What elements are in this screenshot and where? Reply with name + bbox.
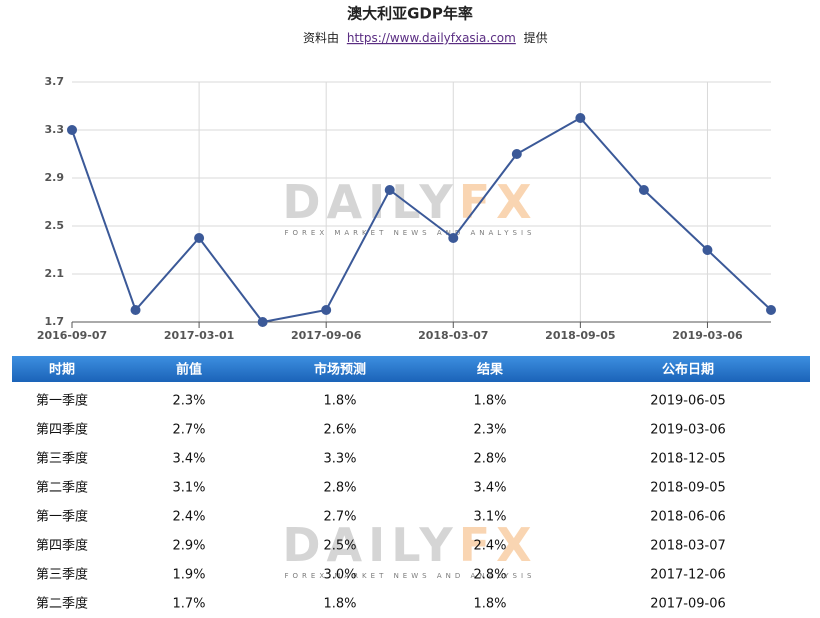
point: [511, 149, 522, 159]
cell: 3.1%: [473, 510, 506, 525]
watermark-right: FX: [459, 518, 538, 572]
x-tick-label: 2019-03-06: [672, 329, 743, 342]
cell: 1.9%: [172, 568, 205, 583]
header-cell: 市场预测: [314, 362, 366, 378]
cell: 2.5%: [323, 539, 356, 554]
cell: 第一季度: [36, 393, 88, 409]
point: [321, 305, 332, 315]
x-tick-label: 2018-09-05: [545, 329, 615, 342]
y-tick-label: 2.9: [45, 171, 65, 184]
header-cell: 时期: [49, 362, 75, 378]
y-tick-label: 3.7: [45, 75, 65, 88]
cell: 2.8%: [323, 481, 356, 496]
watermark-tagline: FOREX MARKET NEWS AND ANALYSIS: [285, 229, 536, 237]
cell: 2.6%: [323, 423, 356, 438]
cell: 2.3%: [172, 394, 205, 409]
cell: 1.8%: [323, 597, 356, 612]
cell: 2.8%: [473, 452, 506, 467]
header-cell: 前值: [176, 362, 202, 378]
point: [702, 245, 713, 255]
point: [67, 125, 77, 135]
cell: 2019-06-05: [650, 394, 726, 409]
x-tick-label: 2016-09-07: [37, 329, 107, 342]
cell: 第一季度: [36, 509, 88, 525]
watermark-tagline: FOREX MARKET NEWS AND ANALYSIS: [285, 572, 536, 580]
cell: 1.8%: [323, 394, 356, 409]
cell: 3.4%: [172, 452, 205, 467]
chart-title: 澳大利亚GDP年率: [347, 5, 473, 23]
cell: 第二季度: [36, 480, 88, 496]
point: [638, 185, 649, 195]
table-header-bg: [12, 356, 810, 382]
source-link[interactable]: https://www.dailyfxasia.com: [347, 31, 516, 45]
y-tick-label: 1.7: [45, 315, 65, 328]
cell: 2.9%: [172, 539, 205, 554]
cell: 2.7%: [323, 510, 356, 525]
x-tick-label: 2017-09-06: [291, 329, 362, 342]
cell: 3.3%: [323, 452, 356, 467]
cell: 2.7%: [172, 423, 205, 438]
cell: 1.8%: [473, 394, 506, 409]
cell: 2019-03-06: [650, 423, 726, 438]
cell: 2.3%: [473, 423, 506, 438]
plot: 1.7 2.1 2.5 2.9 3.3 3.7 2016-09-07 2017-03-01 20…: [37, 75, 776, 580]
cell: 2017-09-06: [650, 597, 726, 612]
source: 资料由 https://www.dailyfxasia.com 提供: [303, 30, 548, 45]
source-prefix: 资料由: [303, 31, 339, 45]
watermark-left: DAILY: [282, 175, 458, 229]
point: [766, 305, 776, 315]
cell: 2.4%: [473, 539, 506, 554]
cell: 2018-12-05: [650, 452, 726, 467]
cell: 2018-09-05: [650, 481, 726, 496]
cell: 3.1%: [172, 481, 205, 496]
watermark: DAILYFX: [282, 175, 537, 229]
header-cell: 公布日期: [662, 362, 714, 378]
x-tick-label: 2017-03-01: [164, 329, 234, 342]
line: [71, 116, 772, 324]
cell: 第二季度: [36, 596, 88, 612]
cell: 1.7%: [172, 597, 205, 612]
cell: 2.8%: [473, 568, 506, 583]
point: [448, 233, 459, 243]
point: [194, 233, 205, 243]
cell: 2.4%: [172, 510, 205, 525]
cell: 1.8%: [473, 597, 506, 612]
point: [130, 305, 141, 315]
x-tick-label: 2018-03-07: [418, 329, 488, 342]
point: [257, 317, 268, 327]
cell: 第三季度: [36, 567, 88, 583]
cell: 2018-06-06: [650, 510, 726, 525]
watermark-left: DAILY: [282, 518, 458, 572]
y-tick-label: 2.5: [45, 219, 65, 232]
cell: 2017-12-06: [650, 568, 726, 583]
cell: 第四季度: [36, 422, 88, 438]
watermark-right: FX: [459, 175, 538, 229]
cell: 3.4%: [473, 481, 506, 496]
point: [384, 185, 395, 195]
header-cell: 结果: [477, 362, 503, 378]
cell: 第三季度: [36, 451, 88, 467]
y-tick-label: 3.3: [45, 123, 65, 136]
watermark: DAILYFX: [282, 518, 537, 572]
cell: 第四季度: [36, 538, 88, 554]
point: [575, 113, 586, 123]
cell: 2018-03-07: [650, 539, 726, 554]
y-tick-label: 2.1: [45, 267, 65, 280]
source-suffix: 提供: [524, 30, 548, 45]
cell: 3.0%: [323, 568, 356, 583]
